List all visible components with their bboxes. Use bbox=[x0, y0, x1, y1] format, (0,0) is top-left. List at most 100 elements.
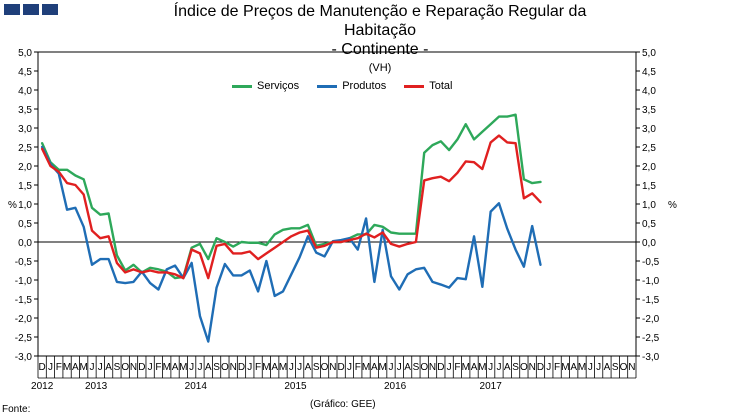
x-month-label: N bbox=[429, 362, 436, 373]
y-tick-label-left: -0,5 bbox=[15, 257, 33, 268]
chart-legend: Serviços Produtos Total bbox=[232, 80, 452, 92]
x-month-label: A bbox=[471, 362, 478, 373]
x-month-label: N bbox=[628, 362, 635, 373]
x-month-label: S bbox=[413, 362, 420, 373]
x-month-label: M bbox=[362, 362, 370, 373]
y-tick-label-right: 4,5 bbox=[642, 67, 656, 78]
x-month-label: J bbox=[98, 362, 103, 373]
x-month-label: F bbox=[554, 362, 560, 373]
x-month-label: D bbox=[338, 362, 345, 373]
legend-swatch-total bbox=[404, 84, 425, 88]
y-tick-label-right: 3,0 bbox=[642, 124, 656, 135]
y-tick-label-left: 5,0 bbox=[18, 48, 32, 59]
y-tick-label-right: -1,0 bbox=[642, 276, 660, 287]
y-tick-label-right: 1,5 bbox=[642, 181, 656, 192]
x-month-label: N bbox=[329, 362, 336, 373]
y-tick-label-left: -3,0 bbox=[15, 352, 33, 363]
x-month-label: D bbox=[437, 362, 444, 373]
logo-square bbox=[4, 4, 20, 15]
x-month-label: A bbox=[305, 362, 312, 373]
y-tick-label-left: 4,5 bbox=[18, 67, 32, 78]
y-tick-label-right: -0,5 bbox=[642, 257, 660, 268]
x-month-label: J bbox=[588, 362, 593, 373]
x-month-label: A bbox=[371, 362, 378, 373]
y-tick-label-left: 0,0 bbox=[18, 238, 32, 249]
x-month-label: D bbox=[238, 362, 245, 373]
x-month-label: O bbox=[620, 362, 628, 373]
x-month-label: M bbox=[478, 362, 486, 373]
x-month-label: M bbox=[379, 362, 387, 373]
legend-swatch-servicos bbox=[232, 84, 252, 88]
y-tick-label-right: 1,0 bbox=[642, 200, 656, 211]
y-tick-label-left: 2,0 bbox=[18, 162, 32, 173]
y-tick-label-left: 0,5 bbox=[18, 219, 32, 230]
x-month-label: N bbox=[529, 362, 536, 373]
x-month-label: J bbox=[388, 362, 393, 373]
x-month-label: M bbox=[163, 362, 171, 373]
logo-square bbox=[42, 4, 58, 15]
x-month-label: A bbox=[172, 362, 179, 373]
y-tick-label-left: -2,0 bbox=[15, 314, 33, 325]
x-month-label: J bbox=[397, 362, 402, 373]
x-month-label: O bbox=[520, 362, 528, 373]
x-month-label: M bbox=[179, 362, 187, 373]
chart-title-line2: Habitação bbox=[343, 22, 417, 39]
x-month-label: M bbox=[262, 362, 270, 373]
series-line-servios bbox=[40, 113, 542, 280]
x-month-label: F bbox=[255, 362, 261, 373]
legend-item-servicos: Serviços bbox=[232, 80, 299, 92]
y-tick-label-right: 2,0 bbox=[642, 162, 656, 173]
logo-square bbox=[23, 4, 39, 15]
x-month-label: J bbox=[247, 362, 252, 373]
y-tick-label-left: -2,5 bbox=[15, 333, 33, 344]
y-tick-label-right: 3,5 bbox=[642, 105, 656, 116]
x-month-label: M bbox=[80, 362, 88, 373]
x-month-label: J bbox=[297, 362, 302, 373]
x-month-label: J bbox=[347, 362, 352, 373]
y-tick-label-right: -2,5 bbox=[642, 333, 660, 344]
y-tick-label-left: 3,5 bbox=[18, 105, 32, 116]
x-month-label: S bbox=[512, 362, 519, 373]
y-tick-label-left: -1,0 bbox=[15, 276, 33, 287]
x-month-label: O bbox=[221, 362, 229, 373]
x-month-label: F bbox=[56, 362, 62, 373]
x-month-label: J bbox=[488, 362, 493, 373]
y-axis-label-right: % bbox=[668, 200, 677, 211]
x-month-label: J bbox=[447, 362, 452, 373]
legend-item-total: Total bbox=[404, 80, 452, 92]
x-month-label: S bbox=[612, 362, 619, 373]
x-year-label: 2015 bbox=[284, 381, 307, 392]
legend-label-total: Total bbox=[429, 80, 453, 92]
x-month-label: J bbox=[48, 362, 53, 373]
series-line-produtos bbox=[40, 145, 542, 343]
x-month-label: A bbox=[271, 362, 278, 373]
x-month-label: J bbox=[89, 362, 94, 373]
y-tick-label-right: -3,0 bbox=[642, 352, 660, 363]
x-month-label: F bbox=[355, 362, 361, 373]
y-tick-label-right: -2,0 bbox=[642, 314, 660, 325]
legend-swatch-produtos bbox=[317, 84, 338, 88]
logo-squares bbox=[4, 4, 58, 15]
x-month-label: J bbox=[189, 362, 194, 373]
x-month-label: A bbox=[504, 362, 511, 373]
x-month-label: F bbox=[155, 362, 161, 373]
x-month-label: A bbox=[570, 362, 577, 373]
y-tick-label-left: -1,5 bbox=[15, 295, 33, 306]
y-tick-label-left: 3,0 bbox=[18, 124, 32, 135]
series-line-total bbox=[40, 134, 542, 280]
y-tick-label-left: 1,0 bbox=[18, 200, 32, 211]
x-month-label: A bbox=[72, 362, 79, 373]
x-month-label: S bbox=[114, 362, 121, 373]
footer-source: Fonte: bbox=[2, 404, 31, 415]
x-month-label: J bbox=[596, 362, 601, 373]
x-month-label: O bbox=[321, 362, 329, 373]
x-month-label: M bbox=[63, 362, 71, 373]
x-month-label: D bbox=[138, 362, 145, 373]
x-month-label: N bbox=[130, 362, 137, 373]
x-year-label: 2016 bbox=[384, 381, 407, 392]
x-month-label: S bbox=[213, 362, 220, 373]
y-tick-label-left: 1,5 bbox=[18, 181, 32, 192]
x-month-label: J bbox=[289, 362, 294, 373]
y-tick-label-right: 0,5 bbox=[642, 219, 656, 230]
